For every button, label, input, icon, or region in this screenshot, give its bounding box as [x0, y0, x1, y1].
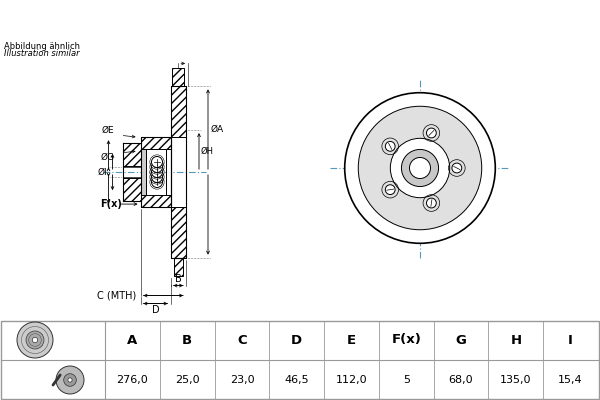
Text: ØG: ØG [101, 153, 115, 162]
Text: Illustration similar: Illustration similar [4, 49, 80, 58]
Text: F(x): F(x) [391, 334, 421, 346]
Circle shape [32, 337, 38, 343]
Text: B: B [175, 274, 182, 284]
Circle shape [151, 176, 163, 188]
Text: 25,0: 25,0 [175, 375, 199, 385]
Text: ØE: ØE [102, 126, 115, 135]
Text: E: E [347, 334, 356, 346]
Circle shape [452, 163, 462, 173]
Text: A: A [127, 334, 137, 346]
Bar [140, 149, 146, 195]
Bar [174, 258, 182, 276]
Text: I: I [568, 334, 573, 346]
Text: 68,0: 68,0 [449, 375, 473, 385]
Circle shape [151, 162, 163, 172]
Text: 24.0125-0102.1: 24.0125-0102.1 [154, 6, 326, 24]
Text: 135,0: 135,0 [500, 375, 532, 385]
Text: 46,5: 46,5 [284, 375, 309, 385]
Text: Abbildung ähnlich: Abbildung ähnlich [4, 42, 80, 51]
Bar [122, 143, 140, 166]
Text: 276,0: 276,0 [116, 375, 148, 385]
Text: 23,0: 23,0 [230, 375, 254, 385]
Bar [170, 207, 186, 258]
Bar [140, 137, 170, 149]
Circle shape [26, 331, 44, 349]
Bar [172, 68, 184, 86]
Circle shape [385, 185, 395, 194]
Circle shape [17, 322, 53, 358]
Circle shape [56, 366, 84, 394]
Text: H: H [510, 334, 521, 346]
Circle shape [401, 150, 439, 186]
Bar [170, 86, 186, 258]
Text: C: C [237, 334, 247, 346]
Bar [166, 149, 170, 195]
Bar [140, 137, 170, 207]
Text: ØH: ØH [201, 146, 214, 156]
Bar [140, 195, 170, 207]
Text: D: D [152, 304, 160, 314]
Text: C (MTH): C (MTH) [97, 290, 137, 300]
Text: B: B [182, 334, 192, 346]
Text: 15,4: 15,4 [558, 375, 583, 385]
Text: F(x): F(x) [101, 199, 122, 209]
Circle shape [385, 142, 395, 151]
Text: 425102: 425102 [389, 6, 471, 24]
Circle shape [151, 156, 163, 168]
Text: 112,0: 112,0 [335, 375, 367, 385]
Bar [170, 86, 186, 137]
Circle shape [151, 166, 163, 178]
Circle shape [409, 158, 431, 178]
Circle shape [427, 128, 436, 138]
Circle shape [345, 93, 495, 243]
Text: D: D [291, 334, 302, 346]
Circle shape [427, 198, 436, 208]
Circle shape [64, 374, 76, 386]
Circle shape [151, 172, 163, 182]
Circle shape [358, 106, 482, 230]
Circle shape [391, 138, 449, 198]
Text: ØI: ØI [98, 168, 107, 176]
Text: G: G [455, 334, 466, 346]
Circle shape [68, 378, 72, 382]
Text: 5: 5 [403, 375, 410, 385]
Bar [122, 178, 140, 201]
Text: ØA: ØA [211, 125, 224, 134]
